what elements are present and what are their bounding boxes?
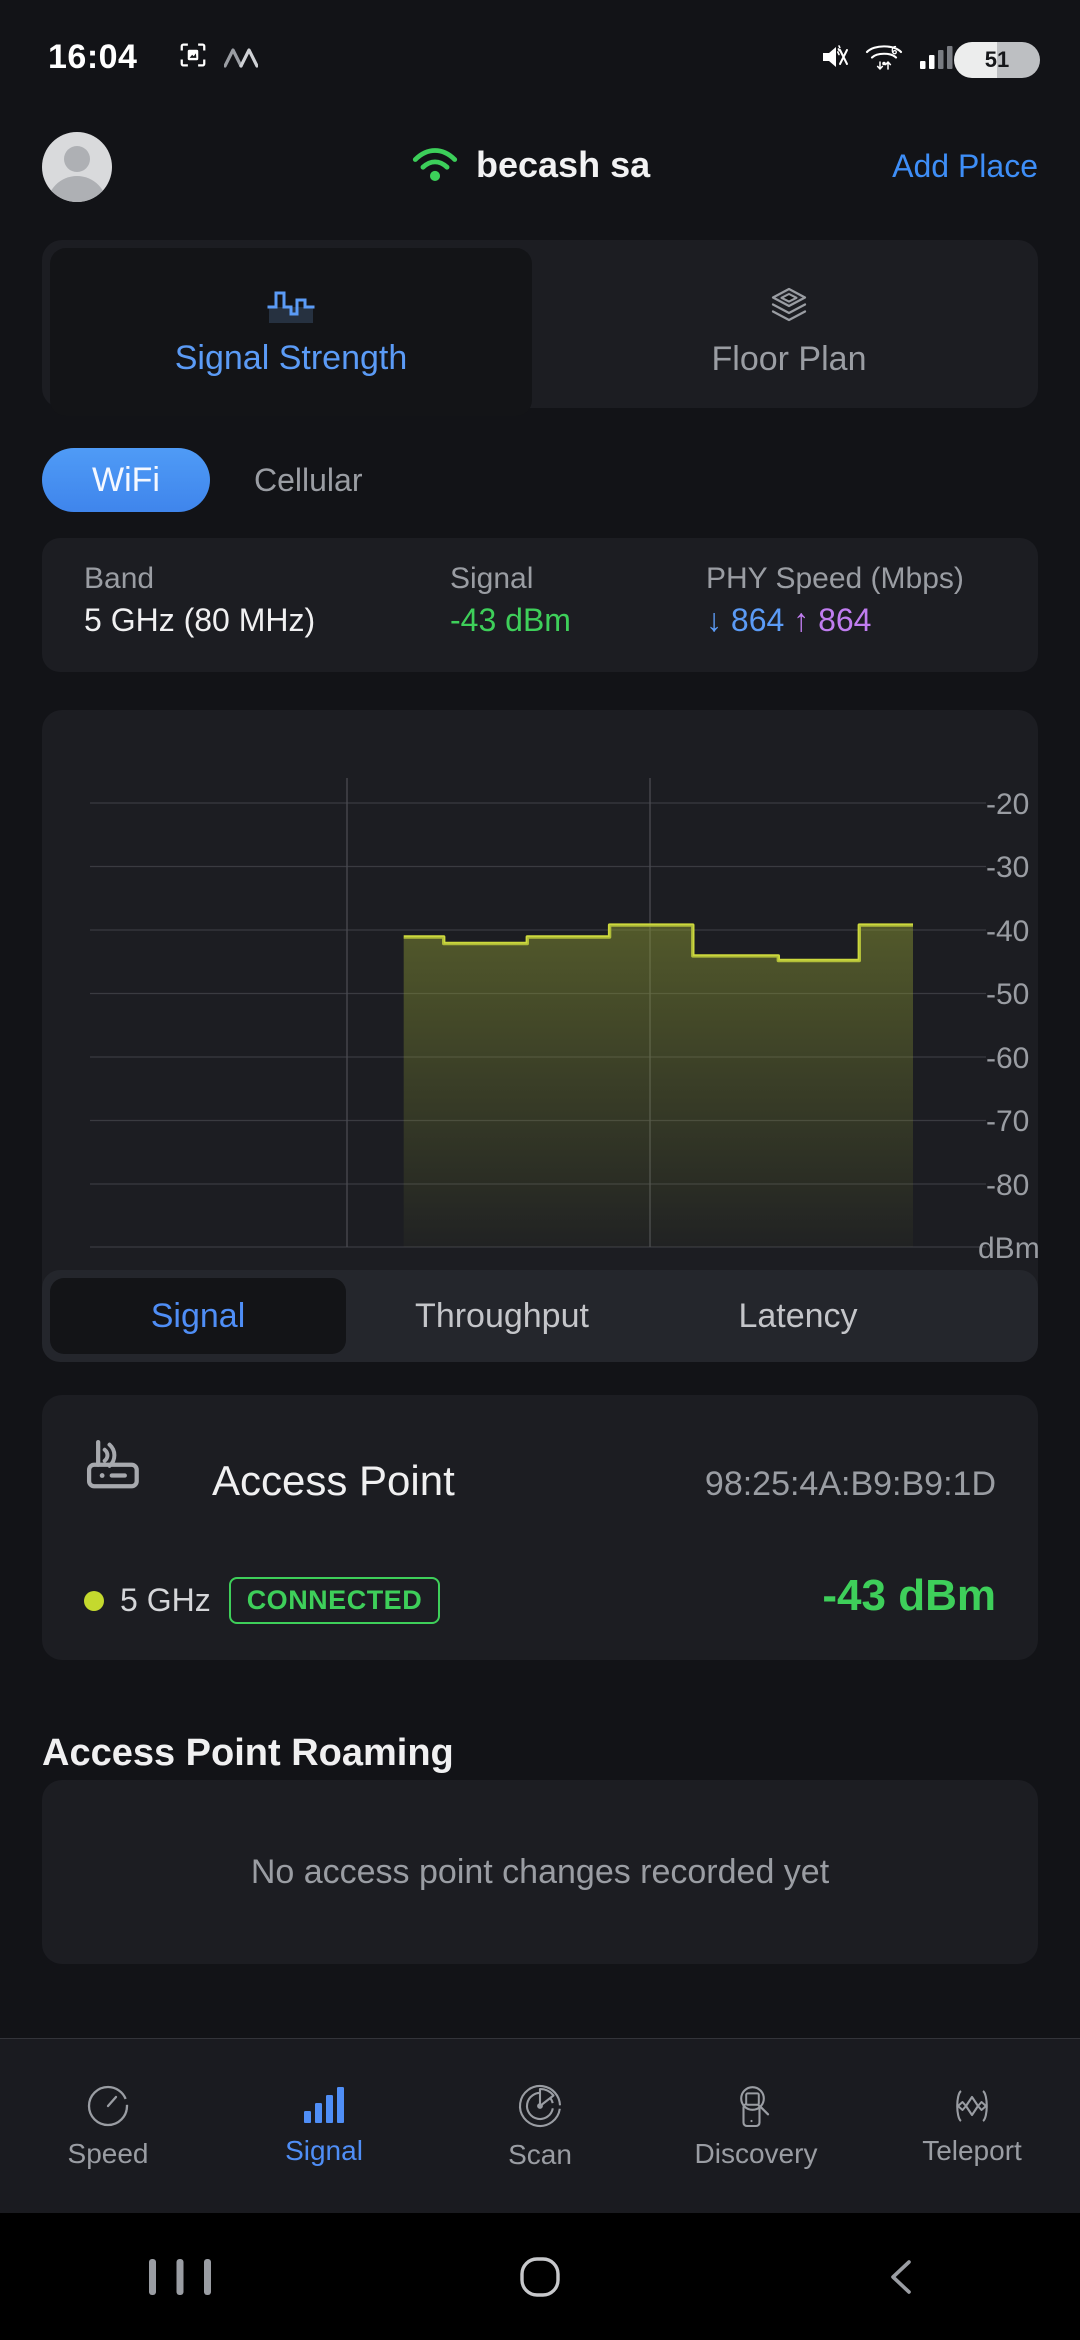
svg-text:-60: -60 xyxy=(986,1042,1029,1075)
svg-text:-20: -20 xyxy=(986,788,1029,821)
svg-text:dBm: dBm xyxy=(978,1232,1038,1265)
svg-text:-80: -80 xyxy=(986,1169,1029,1202)
svg-text:-40: -40 xyxy=(986,915,1029,948)
svg-text:-30: -30 xyxy=(986,851,1029,884)
svg-text:-50: -50 xyxy=(986,978,1029,1011)
svg-text:-70: -70 xyxy=(986,1105,1029,1138)
